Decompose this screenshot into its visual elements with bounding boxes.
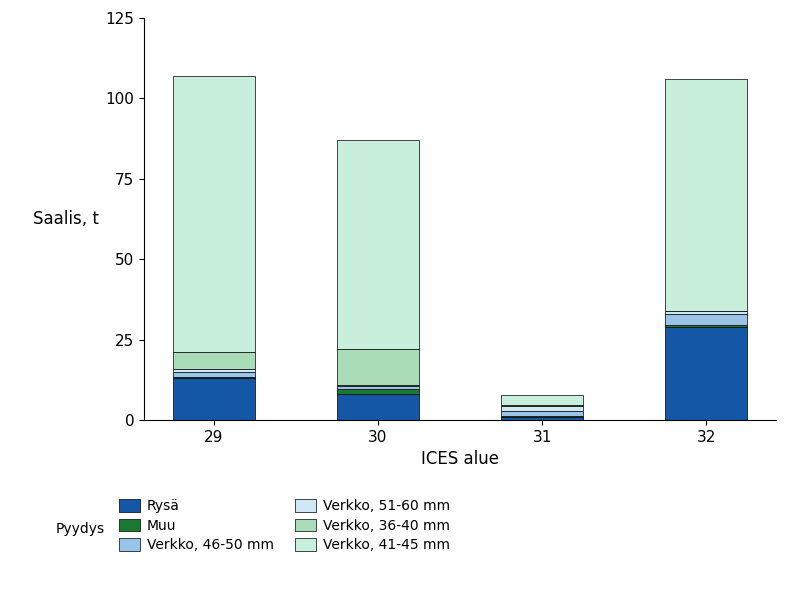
Bar (665, 314, 747, 325)
Bar (337, 389, 419, 394)
Bar (501, 416, 583, 417)
Bar (337, 385, 419, 386)
Bar (501, 406, 583, 411)
Bar (173, 76, 255, 352)
X-axis label: ICES alue: ICES alue (421, 450, 499, 468)
Bar (173, 378, 255, 420)
Bar (665, 327, 747, 420)
Bar (337, 394, 419, 420)
Y-axis label: Saalis, t: Saalis, t (33, 210, 98, 228)
Bar (501, 395, 583, 404)
Bar (501, 417, 583, 420)
Bar (665, 79, 747, 311)
Text: Pyydys: Pyydys (56, 522, 105, 536)
Bar (173, 377, 255, 378)
Bar (173, 352, 255, 368)
Bar (337, 386, 419, 389)
Bar (173, 372, 255, 377)
Bar (501, 411, 583, 416)
Bar (173, 368, 255, 372)
Bar (665, 311, 747, 314)
Legend: Rysä, Muu, Verkko, 46-50 mm, Verkko, 51-60 mm, Verkko, 36-40 mm, Verkko, 41-45 m: Rysä, Muu, Verkko, 46-50 mm, Verkko, 51-… (119, 499, 450, 553)
Bar (665, 325, 747, 327)
Bar (501, 404, 583, 406)
Bar (337, 140, 419, 349)
Bar (337, 349, 419, 385)
